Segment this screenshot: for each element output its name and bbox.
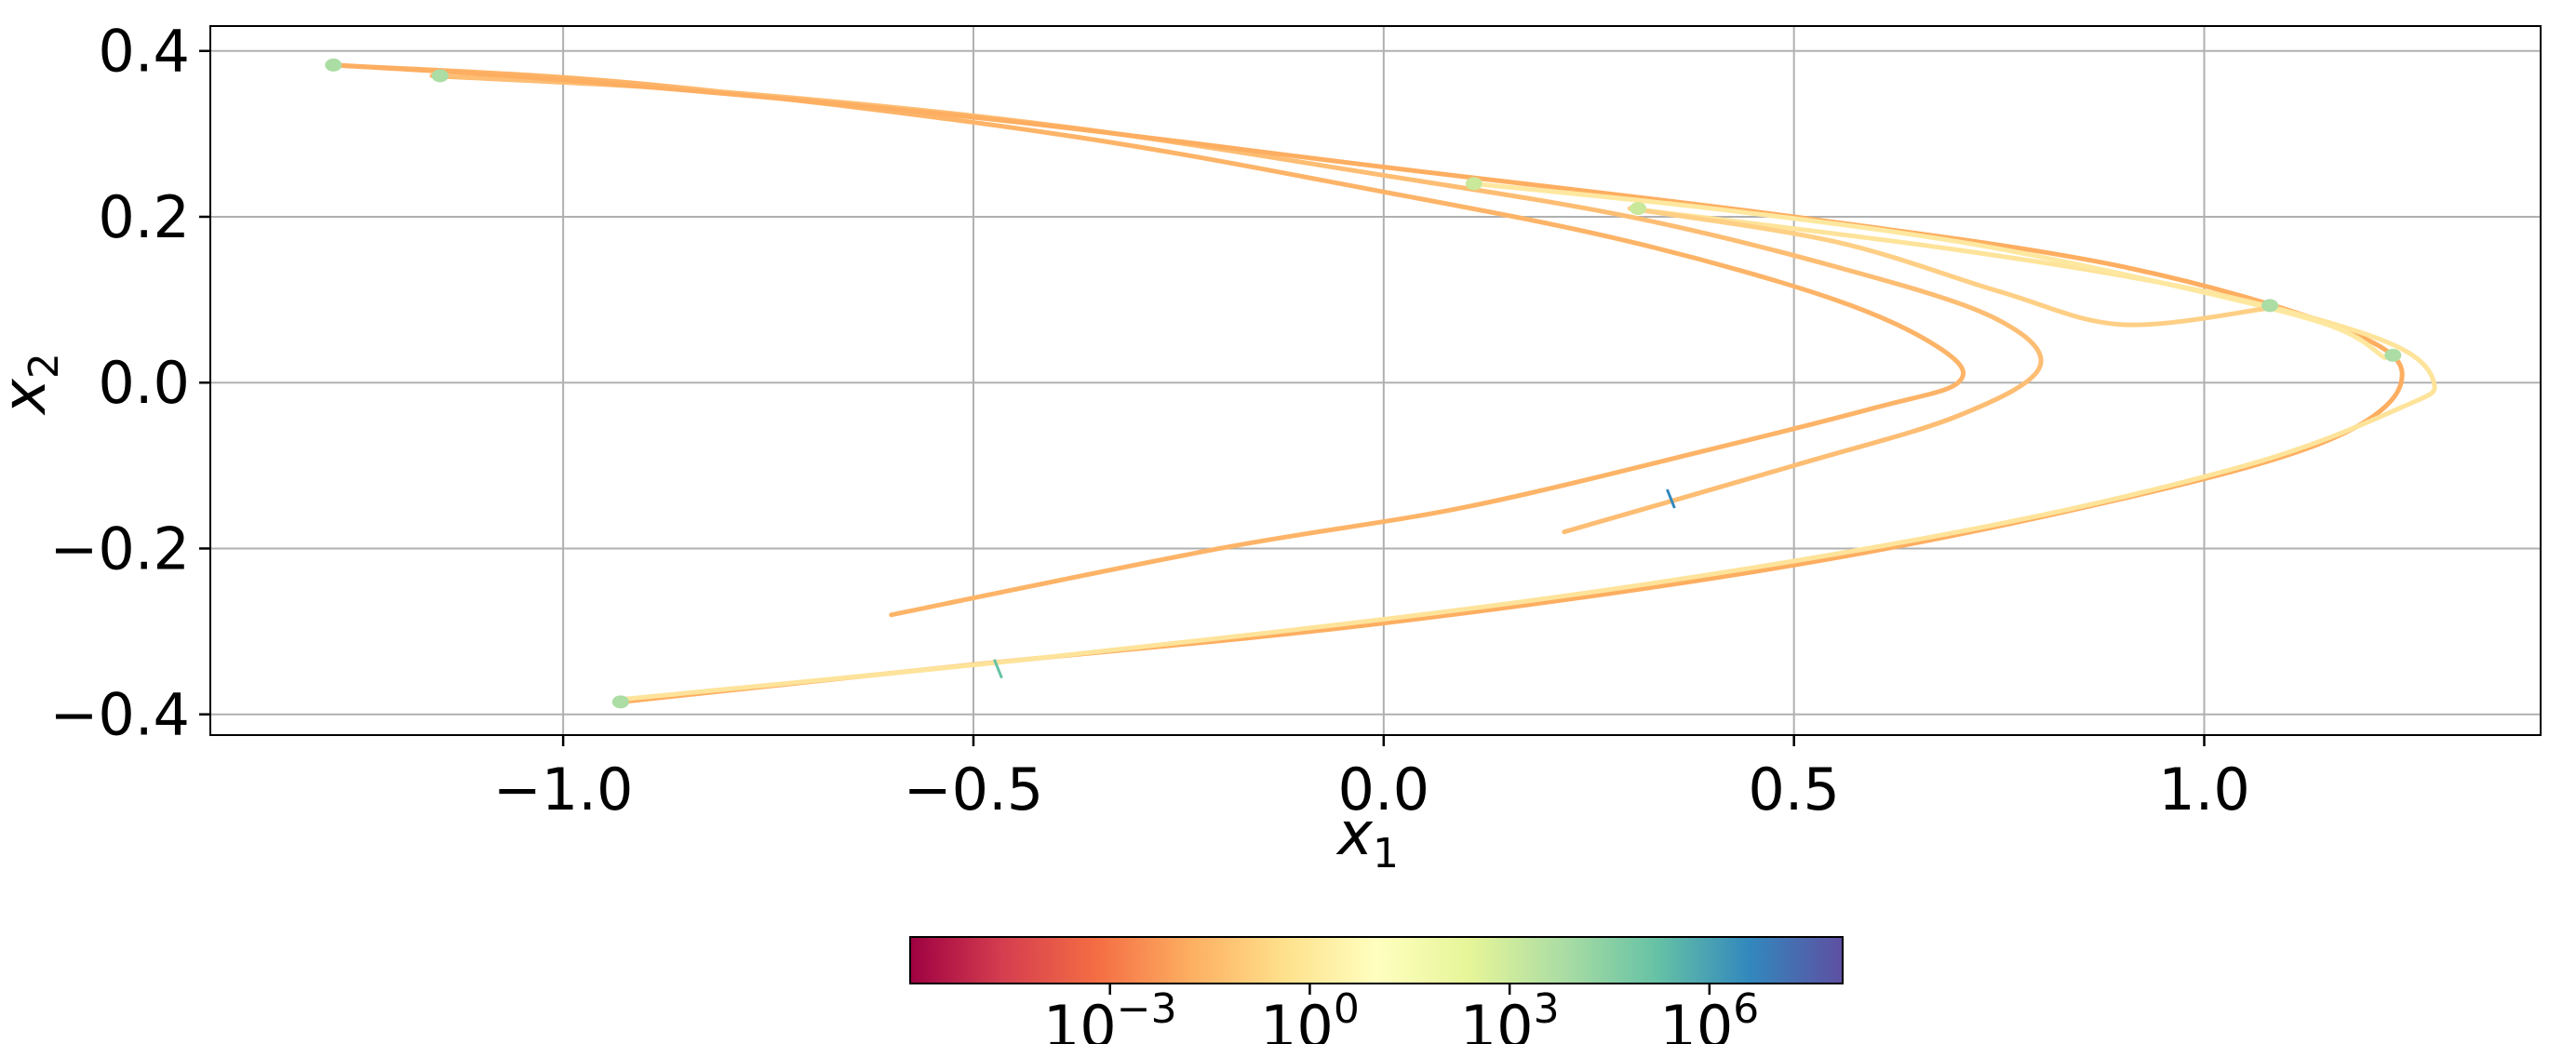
trajectory-line-4 (1471, 181, 2387, 360)
x-tick-label-3: 0.5 (1748, 756, 1840, 823)
y-axis-label-subscript: 2 (20, 353, 68, 379)
trajectory-marker-0 (325, 58, 342, 72)
y-tick-label-3: −0.2 (49, 515, 190, 582)
y-tick-label-1: 0.2 (98, 183, 190, 251)
colorbar-tick-label-1: 100 (1260, 985, 1360, 1044)
x-tick-label-0: −1.0 (493, 756, 634, 823)
trajectory-marker-2 (611, 695, 629, 709)
trajectory-line-3 (618, 206, 2437, 703)
colorbar-ticks: 10−3 100 103 106 (1043, 984, 1759, 1044)
trajectory-line-5 (1627, 206, 2273, 328)
trajectory-line-1 (429, 73, 2044, 535)
trajectory-line-2 (330, 62, 2405, 704)
colorbar (909, 936, 1844, 984)
x-axis-ticks: −1.0 −0.5 0.0 0.5 1.0 (493, 735, 2250, 823)
x-tick-label-1: −0.5 (904, 756, 1044, 823)
y-tick-label-2: 0.0 (98, 349, 190, 417)
trajectory-marker-3 (1465, 177, 1483, 191)
x-tick-label-4: 1.0 (2158, 756, 2250, 823)
colorbar-tick-label-2: 103 (1460, 985, 1560, 1044)
y-tick-label-0: 0.4 (98, 18, 190, 86)
x-axis-label-subscript: 1 (1373, 830, 1399, 877)
trajectory-dash-0 (1666, 489, 1676, 509)
colorbar-tick-label-3: 106 (1659, 985, 1759, 1044)
trajectory-line-0 (330, 62, 1966, 618)
trajectory-markers (325, 58, 2402, 709)
trajectory-dash-1 (993, 659, 1003, 679)
trajectory-marker-4 (1630, 202, 1647, 216)
trajectory-series (330, 62, 2437, 704)
colorbar-tick-label-0: 10−3 (1043, 985, 1177, 1044)
y-tick-label-4: −0.4 (49, 681, 190, 749)
trajectory-marker-6 (2384, 348, 2402, 362)
y-axis-label: x2 (0, 353, 68, 416)
y-axis-ticks: 0.4 0.2 0.0 −0.2 −0.4 (49, 18, 210, 749)
x-tick-label-2: 0.0 (1338, 756, 1430, 823)
trajectory-marker-5 (2261, 299, 2279, 313)
plot-frame (209, 25, 2542, 736)
grid-lines (210, 26, 2541, 735)
trajectory-marker-1 (431, 69, 449, 83)
x-axis-label: x1 (1335, 800, 1399, 877)
